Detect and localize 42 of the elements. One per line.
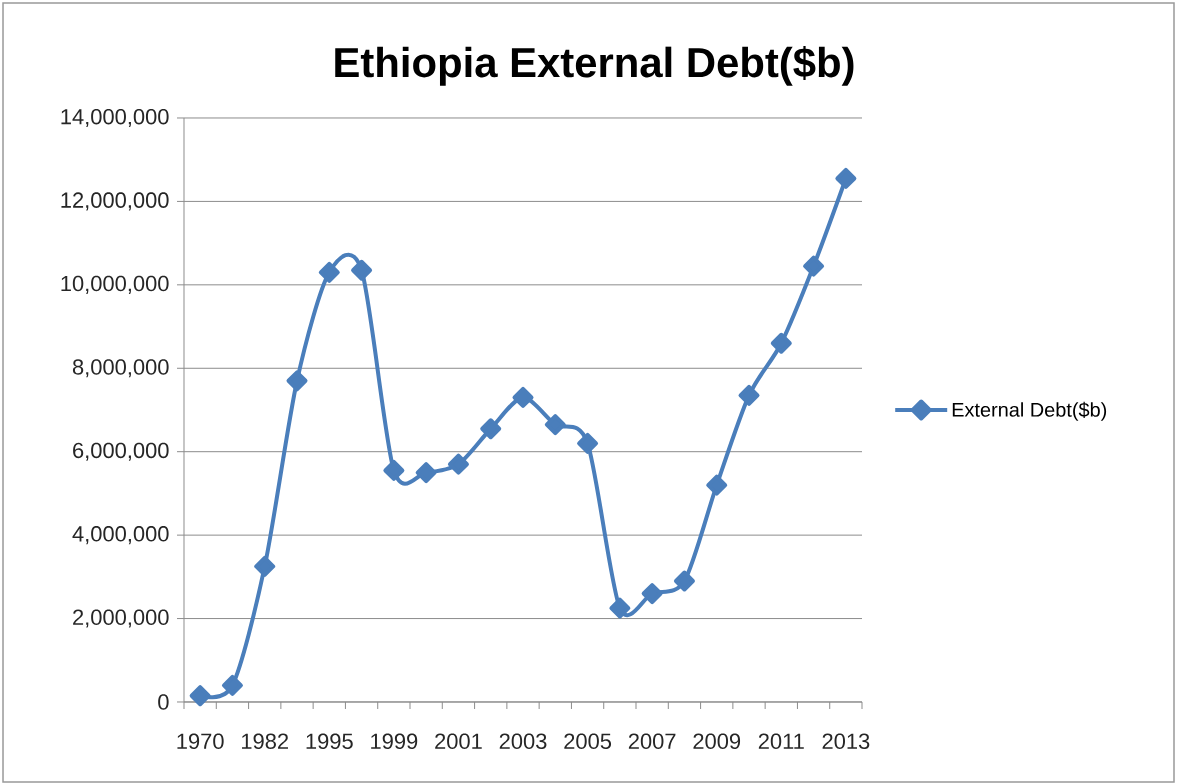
chart-title: Ethiopia External Debt($b) — [335, 45, 854, 86]
point — [738, 384, 760, 406]
point — [512, 386, 534, 408]
y-tick-label: 2,000,000 — [73, 609, 169, 628]
x-tick-label: 2007 — [628, 733, 676, 750]
point — [351, 259, 373, 281]
legend-label: External Debt($b) — [952, 401, 1107, 421]
y-tick-label: 12,000,000 — [61, 192, 169, 211]
y-tick-label: 0 — [158, 694, 169, 710]
y-tick-label: 10,000,000 — [61, 275, 169, 294]
y-tick-label: 14,000,000 — [61, 108, 169, 128]
x-tick-label: 1995 — [306, 733, 353, 750]
point — [189, 685, 211, 707]
point — [415, 462, 437, 484]
point — [318, 261, 340, 283]
x-tick-label: 1982 — [242, 733, 288, 750]
point — [641, 583, 663, 605]
point — [577, 432, 599, 454]
point — [835, 167, 857, 189]
x-tick-label: 2001 — [435, 733, 482, 750]
point — [544, 414, 566, 436]
point — [673, 570, 695, 592]
y-tick-label: 8,000,000 — [72, 359, 169, 378]
x-tick-label: 2011 — [758, 733, 804, 750]
y-tick-label: 6,000,000 — [73, 442, 169, 461]
x-tick-label: 1999 — [371, 733, 418, 750]
point — [480, 418, 502, 440]
x-tick-label: 2009 — [693, 733, 741, 750]
point — [254, 555, 276, 577]
point — [383, 459, 405, 481]
point — [803, 255, 825, 277]
point — [447, 453, 469, 475]
point — [770, 332, 792, 354]
point — [221, 674, 243, 696]
point — [706, 474, 728, 496]
x-tick-label: 1970 — [177, 733, 224, 750]
point — [609, 597, 631, 619]
point — [286, 370, 308, 392]
y-tick-label: 4,000,000 — [72, 526, 169, 545]
x-tick-label: 2003 — [499, 733, 547, 750]
x-tick-label: 2005 — [564, 733, 612, 750]
x-tick-label: 2013 — [822, 733, 870, 750]
